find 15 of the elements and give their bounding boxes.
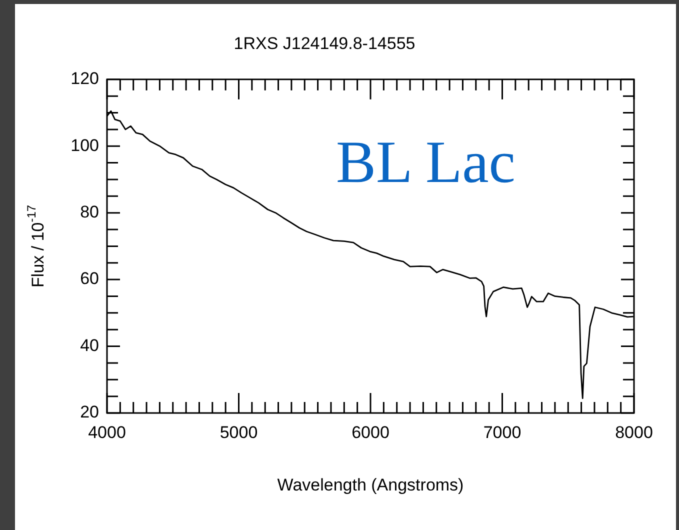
y-tick-label: 20 [80, 402, 99, 422]
y-axis-title: Flux / 10-17 [24, 204, 48, 288]
x-tick-label: 6000 [352, 422, 390, 442]
y-tick-label: 80 [80, 202, 99, 222]
y-tick-label: 60 [80, 269, 99, 288]
annotation: BL Lac [336, 129, 516, 195]
x-tick-label: 8000 [615, 422, 653, 442]
x-tick-label: 5000 [220, 422, 258, 442]
x-tick-label: 7000 [483, 422, 522, 442]
y-tick-label: 40 [80, 336, 99, 355]
y-tick-label: 100 [70, 136, 99, 155]
chart-title: 1RXS J124149.8-14555 [234, 34, 416, 53]
x-tick-label: 4000 [88, 422, 126, 442]
y-tick-label: 120 [70, 69, 99, 88]
x-axis-title: Wavelength (Angstroms) [277, 475, 464, 494]
